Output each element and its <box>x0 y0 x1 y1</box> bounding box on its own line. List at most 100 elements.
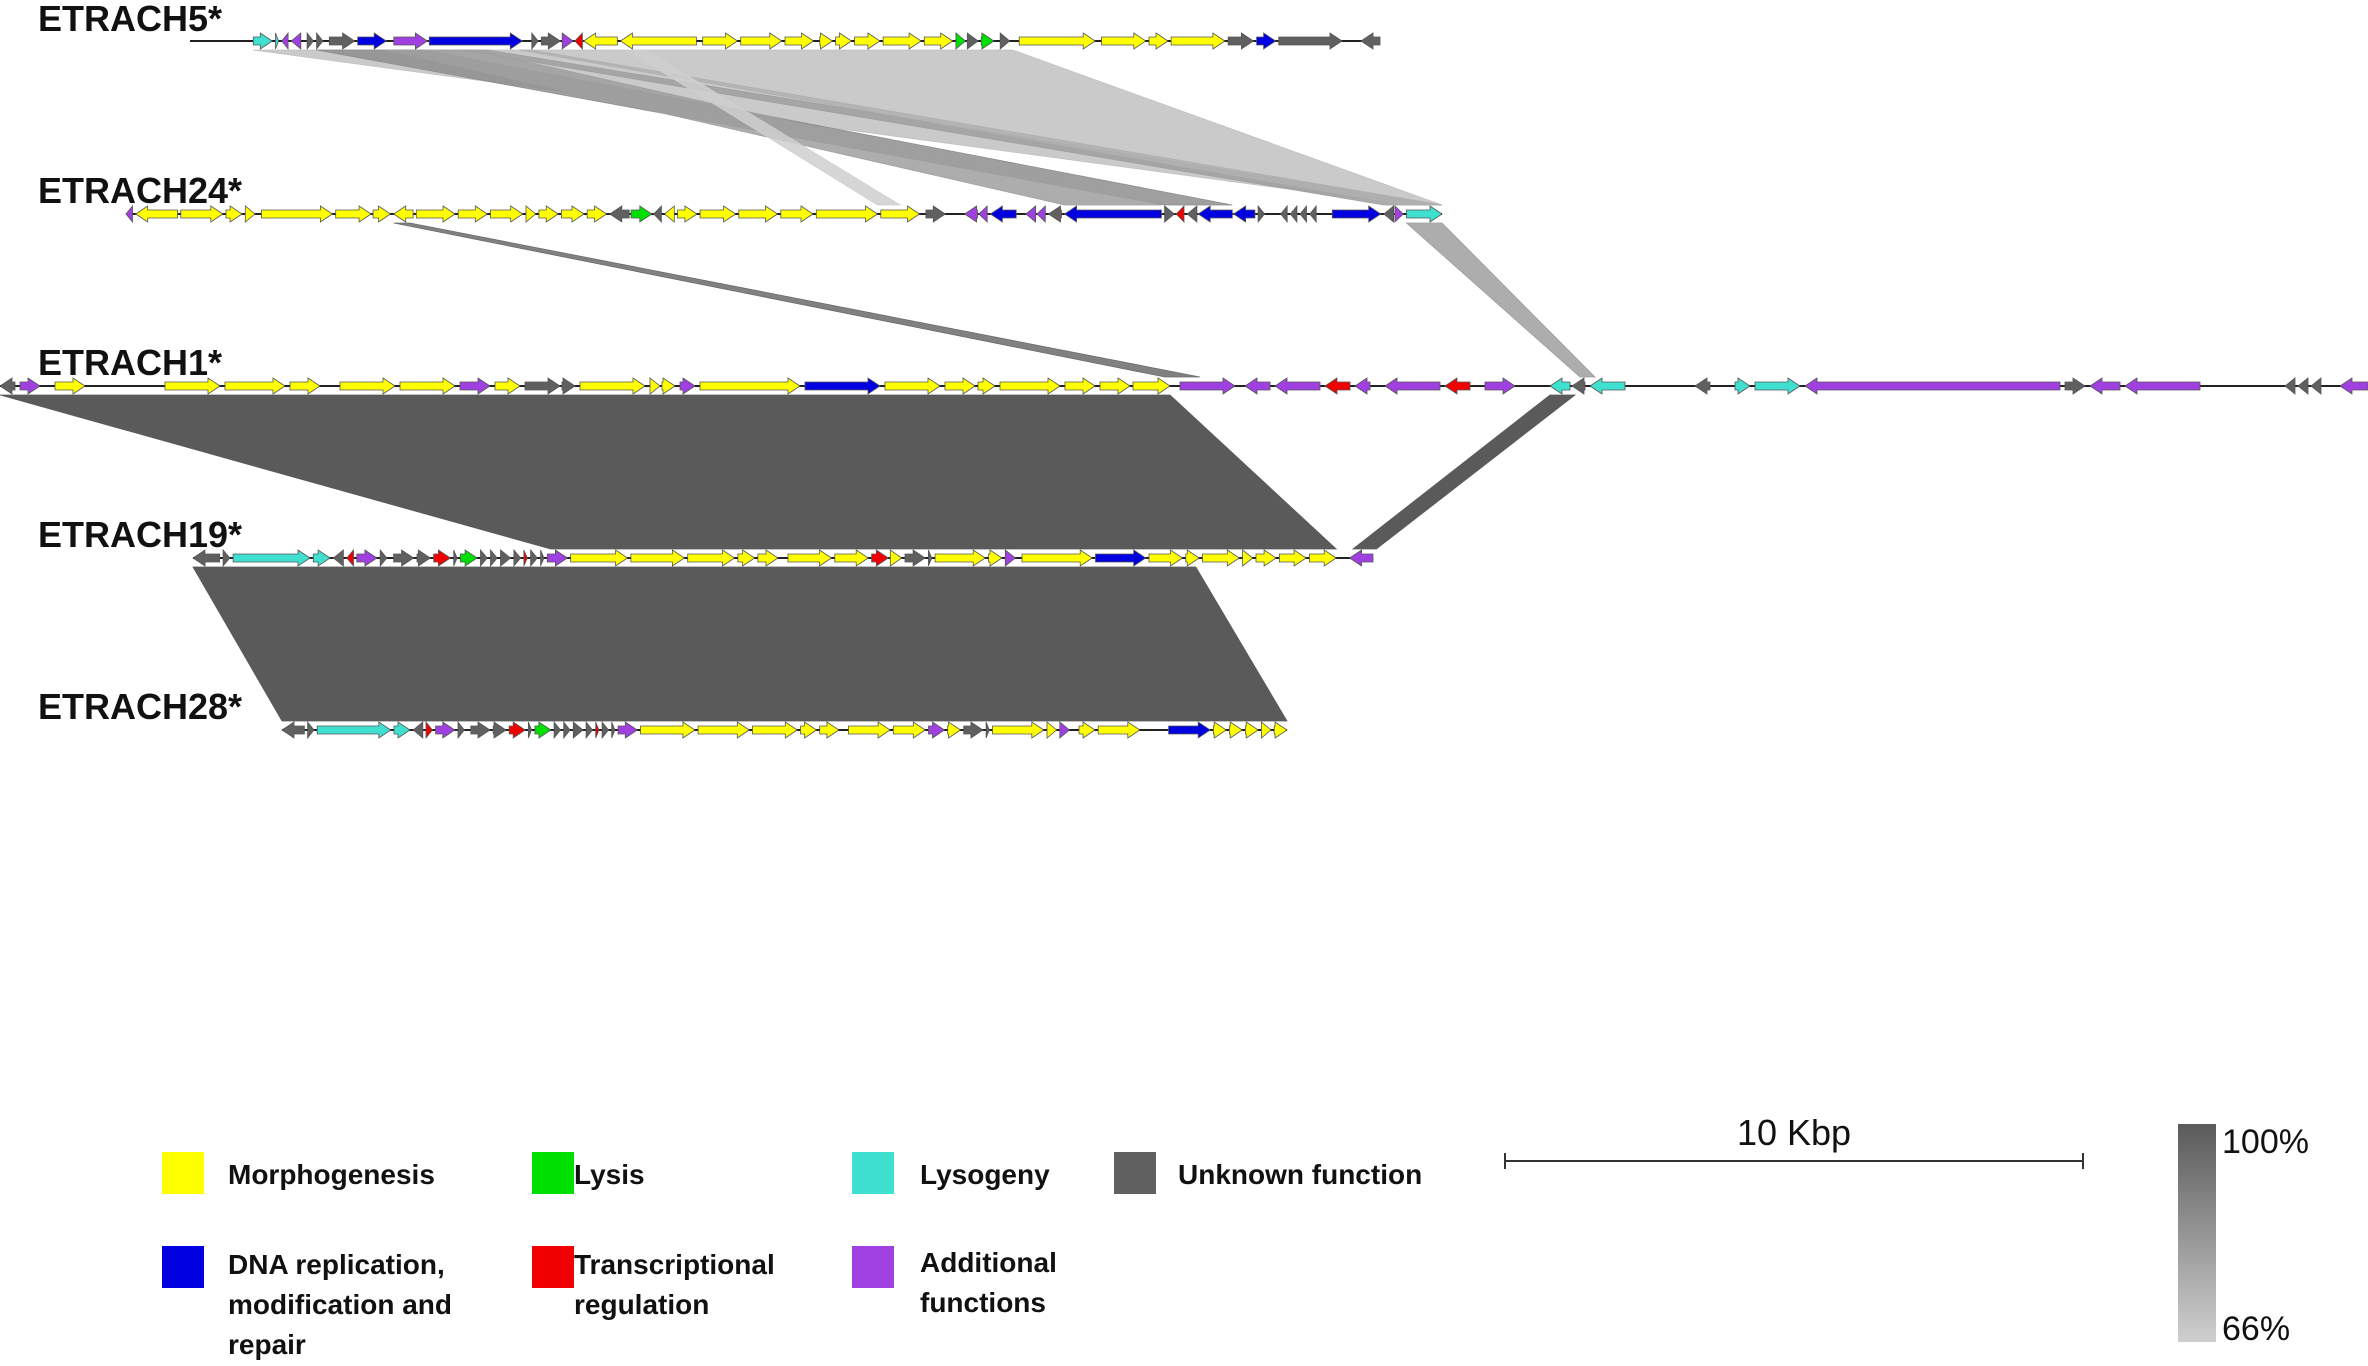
gene-arrow <box>579 377 646 395</box>
gene-arrow <box>1279 549 1307 567</box>
gene-arrow <box>393 32 429 50</box>
gene-arrow <box>261 205 334 223</box>
gene-arrow <box>992 721 1045 739</box>
legend-label-transcriptional-2: regulation <box>574 1289 709 1320</box>
identity-min-label: 66% <box>2222 1310 2290 1348</box>
gene-arrow <box>892 721 927 739</box>
gene-arrow <box>2124 377 2201 395</box>
gene-arrow <box>574 31 583 51</box>
gene-arrow <box>1095 549 1147 567</box>
gene-arrow <box>433 549 452 567</box>
comparison-ribbon <box>1351 394 1577 550</box>
scale-bar: 10 Kbp <box>1504 1112 2084 1169</box>
gene-arrow <box>457 720 465 740</box>
gene-arrow <box>963 721 984 739</box>
gene-arrow <box>1299 204 1307 224</box>
gene-arrow <box>281 721 305 739</box>
gene-arrow <box>1589 377 1626 395</box>
gene-arrow <box>1694 377 1711 395</box>
gene-arrow <box>989 205 1017 223</box>
comparison-ribbon <box>192 566 1288 722</box>
gene-arrow <box>664 205 675 223</box>
genome-track: ETRACH19* <box>38 514 1374 568</box>
gene-arrow <box>757 549 779 567</box>
gene-arrow <box>459 549 478 567</box>
gene-arrow <box>977 377 996 395</box>
legend-label-additional-2: functions <box>920 1287 1046 1318</box>
gene-arrow <box>1734 377 1751 395</box>
gene-arrow <box>244 205 256 223</box>
gene-arrow <box>944 377 976 395</box>
gene-arrow <box>2297 377 2309 395</box>
gene-arrow <box>416 549 432 567</box>
legend-swatch-unknown-function <box>1114 1152 1156 1194</box>
gene-arrow <box>1227 32 1255 50</box>
gene-arrow <box>275 32 280 50</box>
gene-arrow <box>508 721 526 739</box>
gene-arrow <box>415 205 456 223</box>
gene-arrow <box>679 377 696 395</box>
gene-arrow <box>649 377 661 395</box>
gene-arrow <box>546 549 569 567</box>
gene-arrow <box>540 549 545 567</box>
gene-arrow <box>1242 549 1254 567</box>
gene-arrow <box>379 548 388 568</box>
gene-arrow <box>1202 549 1241 567</box>
gene-arrow <box>307 720 315 740</box>
gene-arrow <box>1255 549 1277 567</box>
gene-arrow <box>661 377 676 395</box>
genome-label: ETRACH28* <box>38 686 242 727</box>
gene-arrow <box>1245 721 1259 739</box>
gene-arrow <box>884 377 941 395</box>
scale-bar-label: 10 Kbp <box>1737 1112 1851 1153</box>
gene-arrow <box>630 205 653 223</box>
gene-arrow <box>457 205 489 223</box>
gene-arrow <box>1078 721 1096 739</box>
gene-arrow <box>880 205 921 223</box>
gene-arrow <box>2310 377 2322 395</box>
legend-label-lysis: Lysis <box>574 1159 645 1190</box>
legend-label-morphogenesis: Morphogenesis <box>228 1159 435 1190</box>
gene-arrow <box>1257 204 1266 224</box>
gene-arrow <box>1384 377 1441 395</box>
gene-arrow <box>561 205 585 223</box>
gene-arrow <box>531 31 539 51</box>
gene-arrow <box>1348 549 1374 567</box>
gene-arrow <box>54 377 86 395</box>
gene-arrow <box>1273 721 1288 739</box>
gene-arrow <box>290 32 302 50</box>
genome-track: ETRACH24* <box>38 170 1443 224</box>
legend-label-dna-replication-3: repair <box>228 1329 306 1360</box>
gene-arrow <box>534 721 552 739</box>
gene-arrow <box>601 720 610 740</box>
gene-arrow <box>453 549 458 567</box>
gene-arrow <box>835 32 853 50</box>
gene-arrow <box>740 32 783 50</box>
comparison-ribbon <box>625 49 902 206</box>
gene-arrow <box>316 721 392 739</box>
gene-arrow <box>854 32 881 50</box>
gene-arrow <box>572 721 584 739</box>
legend-label-lysogeny: Lysogeny <box>920 1159 1050 1190</box>
gene-arrow <box>963 205 978 223</box>
gene-arrow <box>1025 205 1036 223</box>
gene-arrow <box>819 32 834 50</box>
genome-track: ETRACH5* <box>38 0 1381 51</box>
gene-arrow <box>232 549 311 567</box>
gene-arrow <box>923 32 954 50</box>
legend-item-unknown-function: Unknown function <box>1114 1152 1422 1194</box>
legend-item-additional-functions: Additional functions <box>852 1246 1057 1318</box>
gene-arrow <box>800 721 818 739</box>
gene-arrow <box>819 721 840 739</box>
gene-arrow <box>1571 377 1586 395</box>
gene-arrow <box>289 377 321 395</box>
genome-track: ETRACH28* <box>38 686 1288 740</box>
gene-arrow <box>738 205 779 223</box>
gene-arrow <box>222 548 231 568</box>
gene-arrow <box>1309 549 1337 567</box>
gene-arrow <box>500 549 512 567</box>
gene-arrow <box>1101 32 1147 50</box>
gene-arrow <box>1261 721 1272 739</box>
gene-arrow <box>523 549 528 567</box>
gene-arrow <box>570 549 629 567</box>
